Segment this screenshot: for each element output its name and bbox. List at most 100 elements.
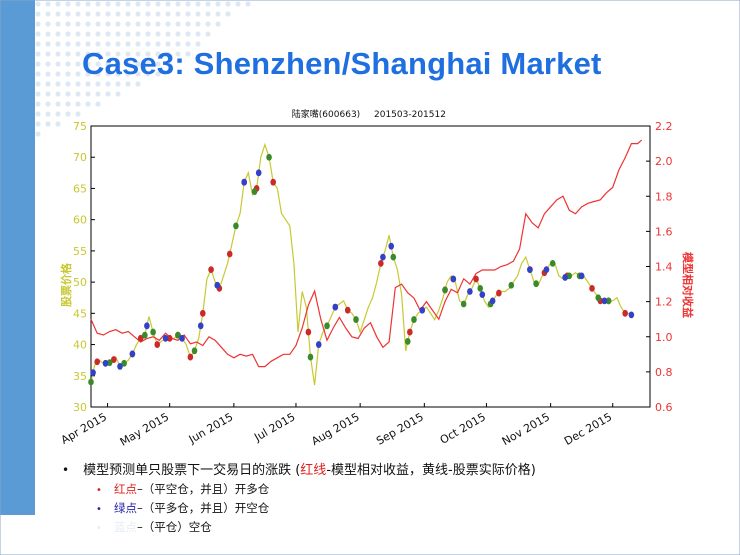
legend-bullets: • 模型预测单只股票下一交易日的涨跌 (红线 -模型相对收益，黄线-股票实际价格)… <box>62 459 536 538</box>
bullet-red-label: 红点 <box>114 482 137 496</box>
x-tick-label: Nov 2015 <box>500 410 552 448</box>
y-right-tick-label: 1.4 <box>655 261 673 274</box>
marker-blue-point <box>578 272 585 280</box>
marker-green-point <box>266 153 272 161</box>
marker-red-point <box>622 309 628 317</box>
marker-red-point <box>378 259 384 267</box>
bullet-blue-point: • 蓝点 –（平仓）空仓 <box>96 520 212 534</box>
marker-red-point <box>305 328 312 336</box>
marker-blue-point <box>90 369 96 377</box>
marker-blue-point <box>179 334 185 342</box>
marker-red-point <box>496 289 502 297</box>
marker-red-point <box>200 309 206 317</box>
y-axis-right-label: 模型相对收益 <box>681 252 695 318</box>
bullet-red-point: • 红点 –（平空仓，并且）开多仓 <box>96 482 270 496</box>
marker-green-point <box>411 316 417 323</box>
x-tick-label: Oct 2015 <box>438 410 488 447</box>
marker-green-point <box>191 347 198 355</box>
marker-red-point <box>208 266 214 274</box>
marker-green-point <box>442 286 448 294</box>
marker-red-point <box>226 250 233 258</box>
stock-chart: 陆家嘴(600663) 201503-201512 30 35 40 45 50 55 60… <box>59 108 695 449</box>
bullet-blue-label: 蓝点 <box>114 520 137 534</box>
marker-green-point <box>150 328 156 336</box>
marker-red-point <box>589 284 595 292</box>
slide-title: Case3: Shenzhen/Shanghai Market <box>82 46 602 81</box>
x-tick-label: Jul 2015 <box>251 410 297 444</box>
y-right-tick-label: 1.2 <box>655 296 673 309</box>
marker-green-point <box>121 359 127 367</box>
marker-red-point <box>137 334 144 342</box>
y-left-tick-label: 75 <box>73 120 87 133</box>
bullet-green-label: 绿点 <box>114 501 137 515</box>
marker-green-point <box>324 322 330 330</box>
marker-red-point <box>473 275 479 283</box>
bullet-green-text: –（平多仓，并且）开空仓 <box>137 501 270 515</box>
y-right-tick-label: 0.8 <box>655 366 673 379</box>
y-right-tick-label: 1.8 <box>655 190 673 203</box>
marker-red-point <box>187 353 194 361</box>
marker-green-point <box>508 281 515 289</box>
marker-blue-point <box>315 341 322 348</box>
marker-blue-point <box>543 266 550 274</box>
marker-blue-point <box>241 178 248 186</box>
plot-frame <box>90 125 651 408</box>
marker-blue-point <box>601 297 608 305</box>
y-left-tick-label: 40 <box>73 339 87 352</box>
marker-blue-point <box>144 322 150 330</box>
marker-blue-point <box>117 363 123 370</box>
marker-green-point <box>233 222 239 230</box>
marker-blue-point <box>380 253 386 261</box>
x-tick-label: Apr 2015 <box>59 410 109 447</box>
plot-area: 30 35 40 45 50 55 60 65 70 75 0.6 0.8 1.0 1.2 1.4 1.6 1.… <box>59 120 673 449</box>
marker-red-point <box>166 334 173 342</box>
marker-blue-point <box>197 322 204 330</box>
y-right-tick-label: 2.2 <box>655 120 673 133</box>
dot-pattern-decoration <box>35 1 251 137</box>
marker-blue-point <box>255 169 262 177</box>
chart-title: 陆家嘴(600663) <box>292 108 360 120</box>
y-right-tick-label: 0.6 <box>655 401 673 414</box>
marker-green-point <box>477 284 484 292</box>
x-tick-label: Aug 2015 <box>309 410 361 448</box>
marker-blue-point <box>214 281 221 289</box>
bullet-blue-text: –（平仓）空仓 <box>137 520 212 534</box>
marker-green-point <box>605 297 612 305</box>
marker-green-point <box>404 338 411 345</box>
main-bullet: • 模型预测单只股票下一交易日的涨跌 (红线 -模型相对收益，黄线-股票实际价格) <box>62 459 536 478</box>
marker-red-point <box>94 358 101 366</box>
main-bullet-prefix: 模型预测单只股票下一交易日的涨跌 ( <box>83 463 301 478</box>
marker-green-point <box>88 378 94 386</box>
marker-red-point <box>270 178 276 186</box>
marker-green-point <box>549 259 556 267</box>
marker-blue-point <box>628 311 635 319</box>
left-blue-stripe <box>0 0 35 515</box>
marker-green-point <box>142 331 148 339</box>
marker-blue-point <box>332 303 339 311</box>
marker-blue-point <box>562 274 568 281</box>
marker-green-point <box>595 294 602 302</box>
marker-green-point <box>251 188 258 195</box>
y-left-tick-label: 35 <box>73 370 87 383</box>
marker-green-point <box>353 316 359 323</box>
marker-blue-point <box>527 266 533 274</box>
y-right-tick-label: 2.0 <box>655 155 673 168</box>
y-right-tick-label: 1.0 <box>655 331 673 344</box>
y-left-tick-label: 65 <box>73 182 87 195</box>
y-axis-left-label: 股票价格 <box>59 262 73 307</box>
marker-green-point <box>307 353 314 361</box>
x-tick-label: Sep 2015 <box>374 410 426 447</box>
marker-blue-point <box>388 242 395 250</box>
marker-red-point <box>110 356 117 363</box>
marker-green-point <box>175 331 181 339</box>
marker-green-point <box>460 300 467 308</box>
bullet-green-point: • 绿点 –（平多仓，并且）开空仓 <box>96 501 270 515</box>
chart-subtitle: 201503-201512 <box>374 110 446 120</box>
y-right-tick-label: 1.6 <box>655 225 673 238</box>
bullet-red-text: –（平空仓，并且）开多仓 <box>137 482 270 496</box>
marker-blue-point <box>489 297 496 305</box>
marker-red-point <box>344 306 351 314</box>
marker-blue-point <box>467 288 473 295</box>
y-left-tick-label: 50 <box>73 276 87 289</box>
